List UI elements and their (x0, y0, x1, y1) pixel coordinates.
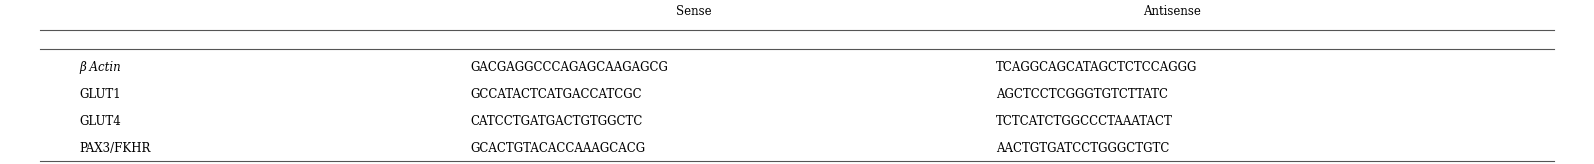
Text: GLUT4: GLUT4 (80, 115, 121, 128)
Text: β Actin: β Actin (80, 61, 121, 74)
Text: Antisense: Antisense (1143, 5, 1200, 18)
Text: AGCTCCTCGGGTGTCTTATC: AGCTCCTCGGGTGTCTTATC (996, 88, 1168, 101)
Text: AACTGTGATCCTGGGCTGTC: AACTGTGATCCTGGGCTGTC (996, 142, 1170, 155)
Text: PAX3/FKHR: PAX3/FKHR (80, 142, 151, 155)
Text: GACGAGGCCCAGAGCAAGAGCG: GACGAGGCCCAGAGCAAGAGCG (470, 61, 668, 74)
Text: GCCATACTCATGACCATCGC: GCCATACTCATGACCATCGC (470, 88, 642, 101)
Text: TCAGGCAGCATAGCTCTCCAGGG: TCAGGCAGCATAGCTCTCCAGGG (996, 61, 1197, 74)
Text: CATCCTGATGACTGTGGCTC: CATCCTGATGACTGTGGCTC (470, 115, 642, 128)
Text: TCTCATCTGGCCCTAAATACT: TCTCATCTGGCCCTAAATACT (996, 115, 1173, 128)
Text: GLUT1: GLUT1 (80, 88, 121, 101)
Text: GCACTGTACACCAAAGCACG: GCACTGTACACCAAAGCACG (470, 142, 646, 155)
Text: Sense: Sense (676, 5, 711, 18)
